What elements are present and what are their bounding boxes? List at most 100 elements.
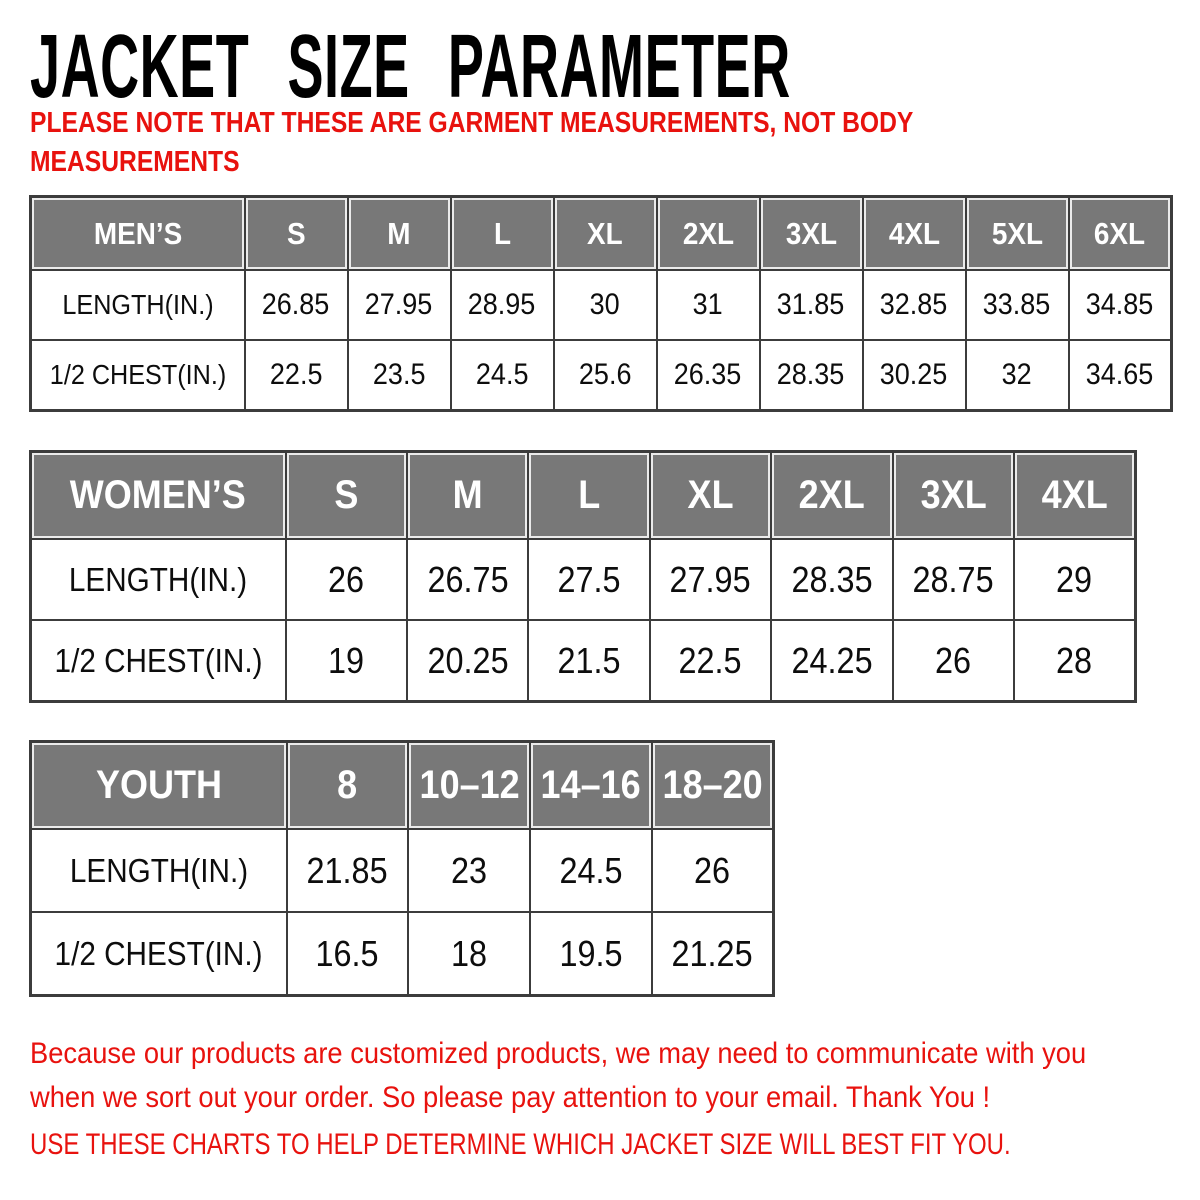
mens-value: 22.5 <box>269 358 323 391</box>
mens-value-cell: 26.35 <box>655 339 761 412</box>
youth-table-title-cell: YOUTH <box>29 740 288 830</box>
womens-size-header-cell: 4XL <box>1013 450 1137 540</box>
youth-header-row: YOUTH 8 10–12 14–16 18–20 <box>29 740 775 830</box>
youth-value-cell: 23 <box>407 828 531 913</box>
mens-size-label: 4XL <box>888 215 940 251</box>
youth-value: 26 <box>694 849 731 891</box>
womens-value: 26.75 <box>427 558 509 600</box>
mens-value-cell: 34.65 <box>1067 339 1173 412</box>
mens-size-header-cell: 3XL <box>758 195 864 271</box>
youth-measurement-row: 1/2 CHEST(IN.) 16.5 18 19.5 21.25 <box>29 911 775 997</box>
mens-value: 25.6 <box>578 358 632 391</box>
mens-value-cell: 24.5 <box>449 339 555 412</box>
womens-value-cell: 19 <box>284 619 408 703</box>
youth-value-cell: 18 <box>407 911 531 997</box>
mens-value-cell: 33.85 <box>964 269 1070 341</box>
womens-size-header-cell: XL <box>648 450 773 540</box>
womens-size-label: 2XL <box>798 473 865 517</box>
mens-value-cell: 27.95 <box>346 269 452 341</box>
mens-value: 32 <box>1001 358 1033 391</box>
womens-size-label: L <box>578 473 601 517</box>
youth-value: 23 <box>451 849 488 891</box>
youth-value-cell: 21.25 <box>650 911 775 997</box>
mens-size-header-cell: 4XL <box>861 195 967 271</box>
youth-table-title: YOUTH <box>95 763 222 807</box>
youth-value: 18 <box>451 932 488 974</box>
womens-value-cell: 28.75 <box>891 538 1016 621</box>
womens-value: 28.75 <box>912 558 994 600</box>
mens-value-cell: 23.5 <box>346 339 452 412</box>
womens-header-row: WOMEN’S S M L XL 2XL 3XL 4XL <box>29 450 1137 540</box>
youth-value-cell: 26 <box>650 828 775 913</box>
mens-value-cell: 28.35 <box>758 339 864 412</box>
youth-size-header-cell: 8 <box>285 740 410 830</box>
womens-value-cell: 27.5 <box>527 538 651 621</box>
womens-value: 22.5 <box>678 639 743 681</box>
womens-measurement-row: 1/2 CHEST(IN.) 19 20.25 21.5 22.5 24.25 26 28 <box>29 619 1137 703</box>
womens-table-title: WOMEN’S <box>70 473 247 517</box>
mens-value: 24.5 <box>475 358 529 391</box>
mens-value-cell: 31 <box>655 269 761 341</box>
mens-value: 32.85 <box>880 288 948 321</box>
youth-row-label: LENGTH(IN.) <box>69 851 248 889</box>
womens-value-cell: 20.25 <box>405 619 530 703</box>
mens-table-title: MEN’S <box>93 215 182 251</box>
womens-value-cell: 22.5 <box>648 619 773 703</box>
mens-value: 23.5 <box>372 358 426 391</box>
womens-value-cell: 28.35 <box>770 538 894 621</box>
mens-size-label: 2XL <box>682 215 734 251</box>
womens-value: 20.25 <box>427 639 509 681</box>
mens-header-row: MEN’S S M L XL 2XL 3XL 4XL 5XL 6XL <box>29 195 1173 271</box>
youth-size-header-cell: 10–12 <box>407 740 531 830</box>
youth-measurement-row: LENGTH(IN.) 21.85 23 24.5 26 <box>29 828 775 913</box>
chart-usage-instruction-text: USE THESE CHARTS TO HELP DETERMINE WHICH… <box>30 1128 1011 1161</box>
youth-value: 19.5 <box>559 932 623 974</box>
mens-size-header-cell: 2XL <box>655 195 761 271</box>
youth-size-label: 8 <box>337 763 358 807</box>
womens-value: 29 <box>1056 558 1093 600</box>
mens-value-cell: 31.85 <box>758 269 864 341</box>
mens-row-label-cell: 1/2 CHEST(IN.) <box>29 339 246 412</box>
womens-value-cell: 27.95 <box>648 538 773 621</box>
customization-notice-line-2: when we sort out your order. So please p… <box>30 1081 991 1114</box>
womens-size-label: 4XL <box>1041 473 1108 517</box>
mens-value: 34.65 <box>1085 358 1154 391</box>
womens-row-label: 1/2 CHEST(IN.) <box>54 641 263 679</box>
page-title: JACKET SIZE PARAMETER <box>30 22 1200 112</box>
mens-table-title-cell: MEN’S <box>29 195 246 271</box>
mens-measurement-row: 1/2 CHEST(IN.) 22.5 23.5 24.5 25.6 26.35 28.35… <box>29 339 1173 412</box>
womens-value-cell: 26 <box>284 538 408 621</box>
mens-value: 26.35 <box>674 358 742 391</box>
mens-value-cell: 32.85 <box>861 269 967 341</box>
womens-value: 19 <box>328 639 365 681</box>
chart-usage-instruction: USE THESE CHARTS TO HELP DETERMINE WHICH… <box>30 1128 1200 1162</box>
youth-value-cell: 21.85 <box>285 828 410 913</box>
mens-size-label: XL <box>587 215 623 251</box>
womens-size-header-cell: L <box>527 450 651 540</box>
mens-size-header-cell: S <box>243 195 349 271</box>
mens-size-table: MEN’S S M L XL 2XL 3XL 4XL 5XL 6XL LENGTH(IN.) 26.8… <box>29 195 1173 412</box>
youth-value: 21.25 <box>671 932 753 974</box>
mens-value-cell: 28.95 <box>449 269 555 341</box>
mens-size-label: L <box>493 215 511 251</box>
youth-size-table: YOUTH 8 10–12 14–16 18–20 LENGTH(IN.) 21.85 23 2… <box>29 740 775 997</box>
womens-size-header-cell: M <box>405 450 530 540</box>
garment-measurement-note: PLEASE NOTE THAT THESE ARE GARMENT MEASU… <box>30 104 1069 182</box>
womens-table-title-cell: WOMEN’S <box>29 450 287 540</box>
youth-size-header-cell: 18–20 <box>650 740 775 830</box>
youth-size-header-cell: 14–16 <box>529 740 653 830</box>
mens-value: 30.25 <box>880 358 948 391</box>
note-line-1: PLEASE NOTE THAT THESE ARE GARMENT MEASU… <box>30 107 914 139</box>
womens-size-header-cell: 3XL <box>891 450 1016 540</box>
mens-value: 33.85 <box>983 288 1051 321</box>
womens-value: 28.35 <box>791 558 873 600</box>
mens-row-label-cell: LENGTH(IN.) <box>29 269 246 341</box>
womens-row-label-cell: 1/2 CHEST(IN.) <box>29 619 287 703</box>
mens-row-label: LENGTH(IN.) <box>62 289 214 320</box>
youth-value: 21.85 <box>306 849 388 891</box>
customization-notice: Because our products are customized prod… <box>30 1032 1191 1120</box>
mens-size-label: S <box>286 215 306 251</box>
youth-row-label: 1/2 CHEST(IN.) <box>54 934 263 972</box>
womens-value: 28 <box>1056 639 1093 681</box>
womens-value-cell: 24.25 <box>770 619 894 703</box>
